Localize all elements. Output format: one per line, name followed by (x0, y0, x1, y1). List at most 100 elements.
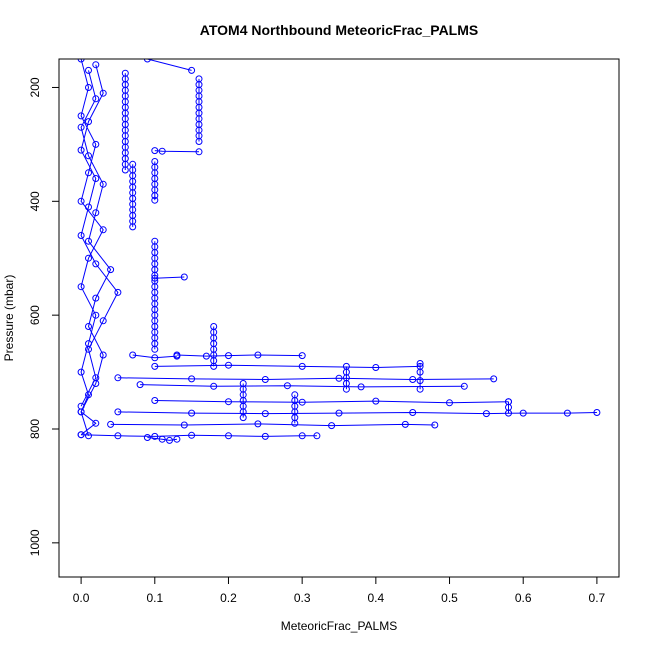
data-point (342, 385, 350, 393)
data-point (158, 147, 166, 155)
profile-4 (195, 75, 203, 145)
data-point (151, 196, 159, 204)
data-point (202, 352, 210, 360)
data-point (261, 432, 269, 440)
profile-line (147, 437, 177, 441)
data-point (225, 398, 232, 406)
data-point (372, 397, 380, 405)
profile-line (154, 400, 509, 404)
data-point (114, 288, 122, 296)
profile-18 (107, 420, 439, 430)
data-point (180, 421, 188, 429)
profile-line (81, 434, 317, 437)
data-point (77, 232, 85, 239)
profile-line (117, 377, 494, 381)
data-point (136, 381, 144, 389)
profile-26 (239, 380, 247, 422)
data-point (357, 383, 365, 391)
data-point (188, 431, 196, 439)
data-point (77, 146, 85, 154)
profile-14 (114, 374, 498, 383)
data-point (173, 351, 181, 359)
data-point (180, 273, 188, 281)
x-tick-label: 0.6 (515, 591, 532, 605)
data-point (158, 435, 166, 443)
data-point (593, 409, 601, 416)
data-point (92, 209, 100, 217)
data-point (85, 345, 92, 353)
y-axis-label: Pressure (mbar) (2, 275, 16, 362)
data-point (107, 420, 115, 428)
data-point (298, 432, 306, 440)
data-point (519, 409, 527, 417)
x-tick-label: 0.1 (146, 591, 163, 605)
data-point (151, 432, 159, 440)
data-point (114, 374, 122, 382)
profile-20 (143, 434, 181, 444)
y-tick-label: 600 (28, 305, 42, 325)
data-point (261, 376, 269, 383)
profile-line (154, 276, 185, 279)
data-point (298, 352, 306, 360)
data-point (92, 260, 100, 268)
data-point (143, 434, 151, 441)
data-point (188, 66, 196, 74)
data-point (225, 352, 232, 360)
profile-3 (143, 59, 196, 74)
data-point (92, 374, 100, 382)
profile-line (80, 70, 112, 436)
profile-0 (77, 59, 107, 439)
data-point (188, 375, 196, 383)
data-point (563, 409, 571, 417)
profile-line (176, 354, 303, 357)
profile-24 (505, 398, 512, 417)
plot-area (77, 59, 601, 444)
data-point (99, 89, 107, 97)
y-tick-label: 800 (28, 419, 42, 439)
data-point (77, 123, 85, 131)
x-tick-label: 0.0 (73, 591, 90, 605)
profile-5 (151, 147, 203, 156)
data-point (328, 422, 336, 430)
data-point (77, 402, 85, 410)
x-axis-label: MeteoricFrac_PALMS (281, 619, 397, 633)
data-point (298, 398, 306, 406)
data-point (210, 362, 218, 370)
data-point (195, 138, 203, 145)
profile-line (80, 59, 104, 436)
data-point (151, 354, 159, 362)
data-point (151, 192, 159, 200)
data-point (313, 432, 321, 440)
data-point (85, 152, 92, 160)
profile-17 (114, 408, 601, 418)
data-point (92, 95, 100, 103)
profile-22 (342, 362, 350, 393)
data-point (85, 237, 92, 245)
profile-line (147, 59, 192, 71)
profile-10 (151, 273, 188, 282)
data-point (143, 59, 151, 63)
data-point (85, 169, 92, 177)
data-point (85, 118, 92, 126)
profile-line (110, 423, 435, 427)
data-point (85, 203, 92, 211)
data-point (151, 274, 159, 282)
data-point (129, 223, 137, 231)
chart-title: ATOM4 Northbound MeteoricFrac_PALMS (200, 22, 478, 38)
data-point (291, 419, 299, 427)
data-point (151, 362, 159, 370)
data-point (99, 180, 107, 188)
data-point (129, 351, 137, 359)
data-point (85, 66, 92, 74)
profile-15 (136, 381, 468, 391)
data-point (482, 410, 490, 418)
data-point (409, 409, 417, 416)
data-point (505, 409, 512, 417)
profile-25 (291, 391, 299, 427)
data-point (254, 351, 262, 359)
y-axis: 200 400 600 800 1000 (28, 77, 60, 556)
data-point (92, 294, 100, 302)
profile-11 (129, 351, 181, 362)
profile-line (80, 64, 119, 407)
